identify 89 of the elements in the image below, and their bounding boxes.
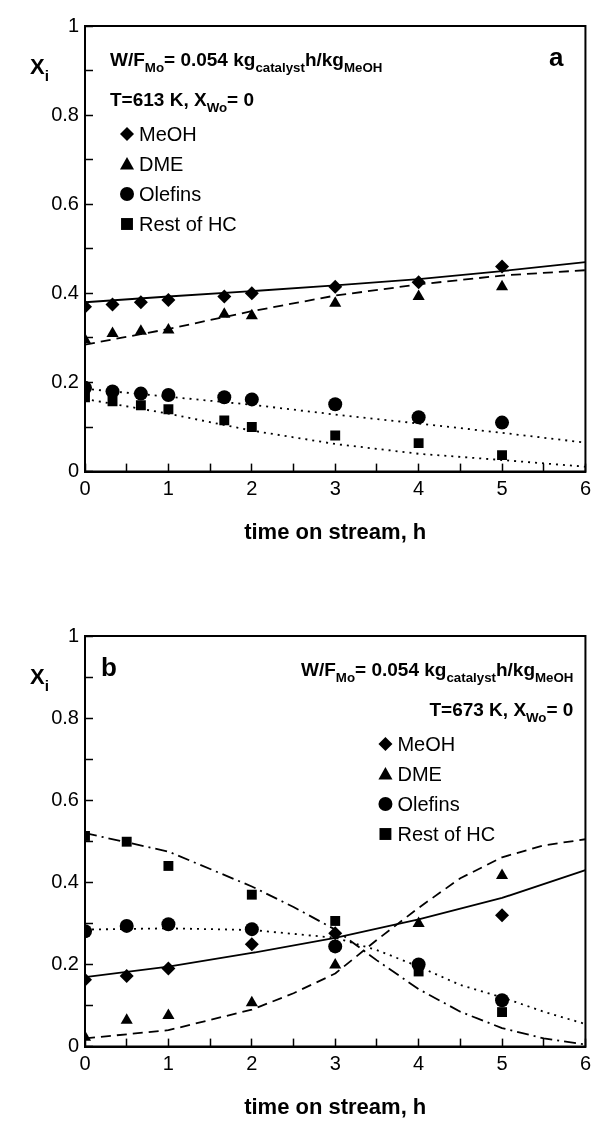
x-tick-label: 2 — [246, 1052, 258, 1075]
x-tick-label: 1 — [162, 1052, 174, 1075]
x-tick-label: 4 — [413, 1052, 425, 1075]
point — [412, 916, 425, 927]
point — [162, 322, 175, 334]
point — [330, 430, 341, 441]
point — [106, 326, 119, 337]
x-tick-label: 3 — [329, 1052, 341, 1075]
y-tick-label: 1 — [67, 13, 79, 36]
point — [161, 917, 176, 932]
y-tick-label: 0 — [67, 1034, 79, 1057]
point — [119, 968, 134, 983]
point — [119, 918, 134, 933]
point — [217, 390, 232, 405]
y-tick-label: 1 — [67, 623, 79, 646]
x-tick-label: 5 — [496, 1052, 508, 1075]
point — [134, 324, 147, 335]
legend-label: MeOH — [139, 123, 197, 145]
point — [217, 289, 232, 304]
point — [245, 995, 258, 1007]
point — [163, 404, 174, 415]
point — [105, 297, 120, 312]
legend-label: Olefins — [397, 793, 460, 815]
point — [411, 275, 426, 290]
point — [413, 438, 424, 449]
x-tick-label: 6 — [579, 477, 591, 500]
x-tick-label: 1 — [162, 477, 174, 500]
x-tick-label: 6 — [579, 1052, 591, 1075]
y-tick-label: 0.8 — [51, 705, 79, 728]
point — [161, 961, 176, 976]
y-tick-label: 0.6 — [51, 787, 79, 810]
point — [120, 1013, 133, 1024]
point — [246, 889, 257, 900]
x-axis-title: time on stream, h — [244, 1093, 427, 1119]
point — [495, 259, 510, 274]
point — [245, 308, 258, 320]
point — [244, 922, 259, 937]
legend-label: MeOH — [397, 733, 456, 755]
legend-label: Rest of HC — [139, 213, 237, 235]
point — [329, 296, 342, 307]
point — [497, 1007, 507, 1018]
point — [121, 836, 132, 847]
point — [495, 868, 509, 879]
y-tick-label: 0.2 — [51, 370, 79, 392]
point — [330, 916, 341, 926]
point — [135, 400, 146, 411]
y-tick-label: 0.2 — [51, 952, 79, 974]
point — [244, 286, 259, 301]
point — [495, 279, 509, 291]
legend-label: DME — [139, 153, 184, 175]
legend-label: Olefins — [139, 183, 202, 205]
legend-label: Rest of HC — [397, 823, 496, 845]
point — [328, 926, 343, 941]
text: a — [548, 42, 564, 72]
point — [495, 993, 510, 1008]
point — [246, 422, 257, 432]
x-tick-label: 2 — [246, 477, 258, 500]
point — [218, 307, 231, 318]
point — [495, 908, 510, 923]
point — [219, 415, 230, 426]
point — [105, 384, 120, 399]
y-tick-label: 0.6 — [51, 191, 79, 214]
text: b — [101, 652, 117, 682]
point — [411, 410, 426, 425]
point — [328, 397, 343, 412]
x-tick-label: 5 — [496, 477, 508, 500]
point — [497, 450, 507, 461]
point — [163, 860, 174, 871]
point — [133, 386, 148, 401]
point — [161, 387, 176, 402]
point — [411, 957, 426, 972]
point — [161, 293, 176, 308]
point — [329, 957, 342, 969]
point — [328, 939, 343, 954]
point — [412, 289, 425, 300]
y-tick-label: 0.8 — [51, 102, 79, 125]
point — [495, 415, 510, 430]
y-tick-label: 0.4 — [51, 869, 79, 892]
x-axis-title: time on stream, h — [244, 518, 427, 544]
point — [162, 1008, 175, 1019]
point — [244, 937, 259, 952]
point — [133, 295, 148, 310]
y-tick-label: 0.4 — [51, 280, 79, 303]
point — [328, 279, 343, 294]
y-tick-label: 0 — [67, 459, 79, 482]
x-tick-label: 4 — [413, 477, 425, 500]
legend-label: DME — [397, 763, 442, 785]
point — [244, 392, 259, 407]
x-tick-label: 3 — [329, 477, 341, 500]
